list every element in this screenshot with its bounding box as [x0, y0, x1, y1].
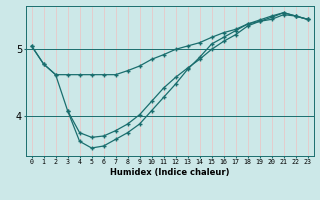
X-axis label: Humidex (Indice chaleur): Humidex (Indice chaleur) [110, 168, 229, 177]
